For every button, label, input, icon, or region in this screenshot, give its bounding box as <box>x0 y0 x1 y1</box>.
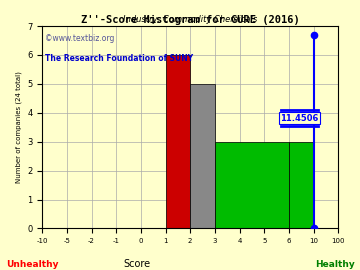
Bar <box>215 142 289 228</box>
Text: 11.4506: 11.4506 <box>280 113 318 123</box>
Bar <box>190 84 215 228</box>
Text: The Research Foundation of SUNY: The Research Foundation of SUNY <box>45 55 193 63</box>
Bar <box>166 55 190 228</box>
Text: Healthy: Healthy <box>315 260 355 269</box>
Text: ©www.textbiz.org: ©www.textbiz.org <box>45 34 114 43</box>
Bar <box>289 142 314 228</box>
Title: Z''-Score Histogram for GURE (2016): Z''-Score Histogram for GURE (2016) <box>81 15 300 25</box>
Y-axis label: Number of companies (24 total): Number of companies (24 total) <box>15 71 22 183</box>
Text: Industry: Commodity Chemicals: Industry: Commodity Chemicals <box>123 15 257 24</box>
Text: Unhealthy: Unhealthy <box>6 260 59 269</box>
Text: Score: Score <box>123 259 150 269</box>
